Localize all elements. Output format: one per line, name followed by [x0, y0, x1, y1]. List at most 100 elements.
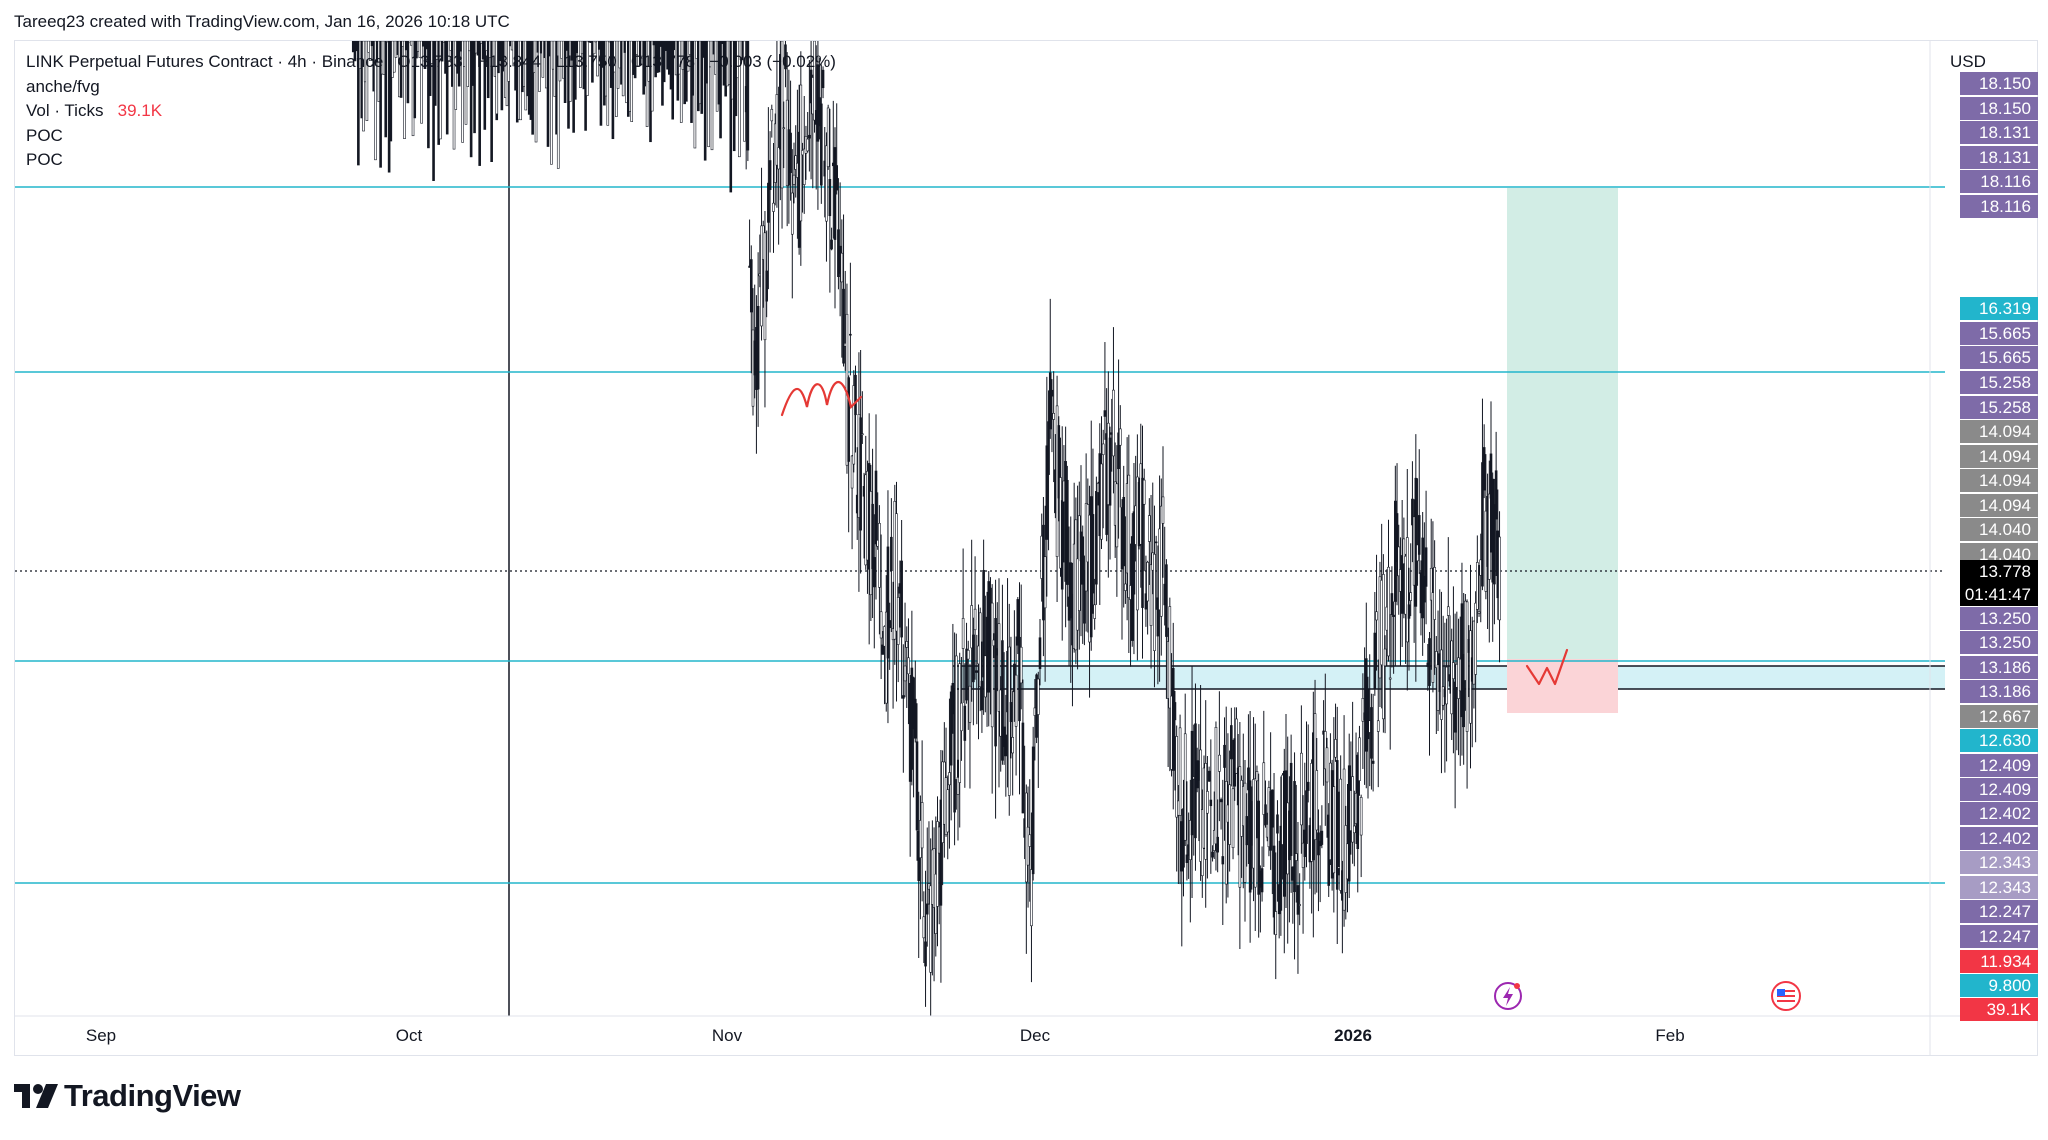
candle-body [1149, 564, 1153, 626]
price-axis-label: 12.667 [1960, 705, 2038, 728]
price-axis-label: 18.131 [1960, 121, 2038, 144]
volume-value: 39.1K [117, 101, 163, 120]
candle-body [469, 41, 473, 158]
long-position-target-zone[interactable] [1507, 188, 1618, 659]
candle-body [946, 789, 950, 833]
price-axis-label: 14.040 [1960, 518, 2038, 541]
candle-body [1257, 800, 1260, 895]
candle-body [782, 127, 786, 130]
long-position-stop-zone[interactable] [1507, 659, 1618, 713]
time-tick-dec: Dec [1019, 1026, 1051, 1045]
candle-body [606, 41, 610, 126]
candle-body [1289, 762, 1293, 856]
candle-body [1407, 604, 1411, 619]
chart-plot[interactable] [15, 41, 2037, 1056]
candle-body [374, 41, 377, 161]
bar-countdown: 01:41:47 [1964, 585, 2031, 604]
candle-body [1235, 718, 1238, 774]
candlestick-series[interactable] [351, 41, 1501, 1016]
legend-close: C13.778 [630, 52, 696, 71]
legend-high: H13.844 [476, 52, 542, 71]
candle-body [428, 41, 432, 96]
indicator-volume-row[interactable]: Vol · Ticks 39.1K [26, 99, 836, 124]
candle-body [939, 799, 943, 906]
candle-body [1334, 739, 1337, 758]
candle-body [1223, 744, 1226, 768]
candle-body [1366, 688, 1370, 740]
candle-body [1397, 546, 1401, 577]
candle-body [1356, 754, 1360, 850]
candle-body [423, 41, 427, 69]
candle-body [1014, 674, 1018, 727]
candle-body [849, 333, 852, 336]
candle-body [1272, 845, 1276, 918]
candle-body [1221, 856, 1225, 865]
candle-body [738, 41, 741, 158]
candle-body [1414, 477, 1418, 607]
candle-body [872, 557, 876, 588]
tradingview-logo[interactable]: TradingView [14, 1078, 241, 1114]
candle-body [596, 41, 599, 77]
indicator-poc-2[interactable]: POC [26, 150, 63, 169]
symbol-title[interactable]: LINK Perpetual Futures Contract · 4h · B… [26, 52, 384, 71]
candle-body [1429, 567, 1433, 601]
indicator-poc-1[interactable]: POC [26, 125, 63, 145]
last-price-value: 13.778 [1979, 562, 2031, 581]
candle-body [994, 618, 997, 747]
legend-symbol-row[interactable]: LINK Perpetual Futures Contract · 4h · B… [26, 50, 836, 75]
price-axis-label: 39.1K [1960, 998, 2038, 1021]
candle-body [1431, 592, 1435, 683]
price-axis-label: 12.247 [1960, 900, 2038, 923]
candle-body [1199, 749, 1202, 862]
candle-body [802, 148, 806, 185]
time-tick-2026: 2026 [1334, 1026, 1372, 1045]
candle-body [461, 41, 464, 143]
us-flag-icon[interactable] [1770, 980, 1802, 1012]
candle-body [924, 941, 927, 967]
candle-body [1390, 593, 1394, 615]
candle-body [1320, 830, 1324, 845]
candle-body [710, 41, 714, 151]
indicator-fvg-label[interactable]: anche/fvg [26, 76, 100, 96]
candle-body [1207, 770, 1211, 782]
annotation-w-shape[interactable] [1525, 648, 1569, 686]
price-axis-label: 15.665 [1960, 322, 2038, 345]
candle-body [1127, 474, 1131, 598]
candle-body [1095, 491, 1098, 585]
candle-body [1433, 567, 1436, 620]
candle-body [1445, 666, 1448, 705]
candle-body [486, 41, 490, 99]
candle-body [1358, 737, 1361, 781]
candle-body [972, 634, 975, 683]
candle-body [886, 546, 890, 659]
candle-body [1335, 760, 1339, 890]
candle-body [1293, 781, 1296, 893]
candle-body [1452, 662, 1455, 679]
candle-body [579, 41, 582, 88]
candle-body [1375, 611, 1378, 621]
candle-body [1066, 479, 1069, 585]
price-axis-label: 16.319 [1960, 297, 2038, 320]
candle-body [1361, 698, 1365, 722]
economic-event-icon[interactable] [1492, 980, 1524, 1012]
candle-body [433, 41, 437, 106]
candle-body [1392, 614, 1395, 617]
candle-body [770, 108, 774, 122]
candle-body [970, 605, 973, 649]
annotation-m-shape[interactable] [780, 381, 863, 417]
candle-body [1231, 788, 1235, 849]
candle-body [1405, 537, 1409, 643]
currency-label[interactable]: USD [1950, 52, 1986, 71]
candle-body [1370, 707, 1373, 759]
candle-body [1031, 746, 1035, 875]
candle-body [1101, 443, 1105, 456]
candle-body [895, 513, 898, 632]
candle-body [792, 174, 796, 185]
candle-body [949, 691, 953, 766]
candle-body [1115, 483, 1119, 548]
time-tick-nov: Nov [711, 1026, 743, 1045]
candle-body [1117, 432, 1120, 469]
candle-body [1388, 677, 1392, 680]
candle-body [1028, 834, 1032, 847]
candle-body [954, 655, 958, 780]
